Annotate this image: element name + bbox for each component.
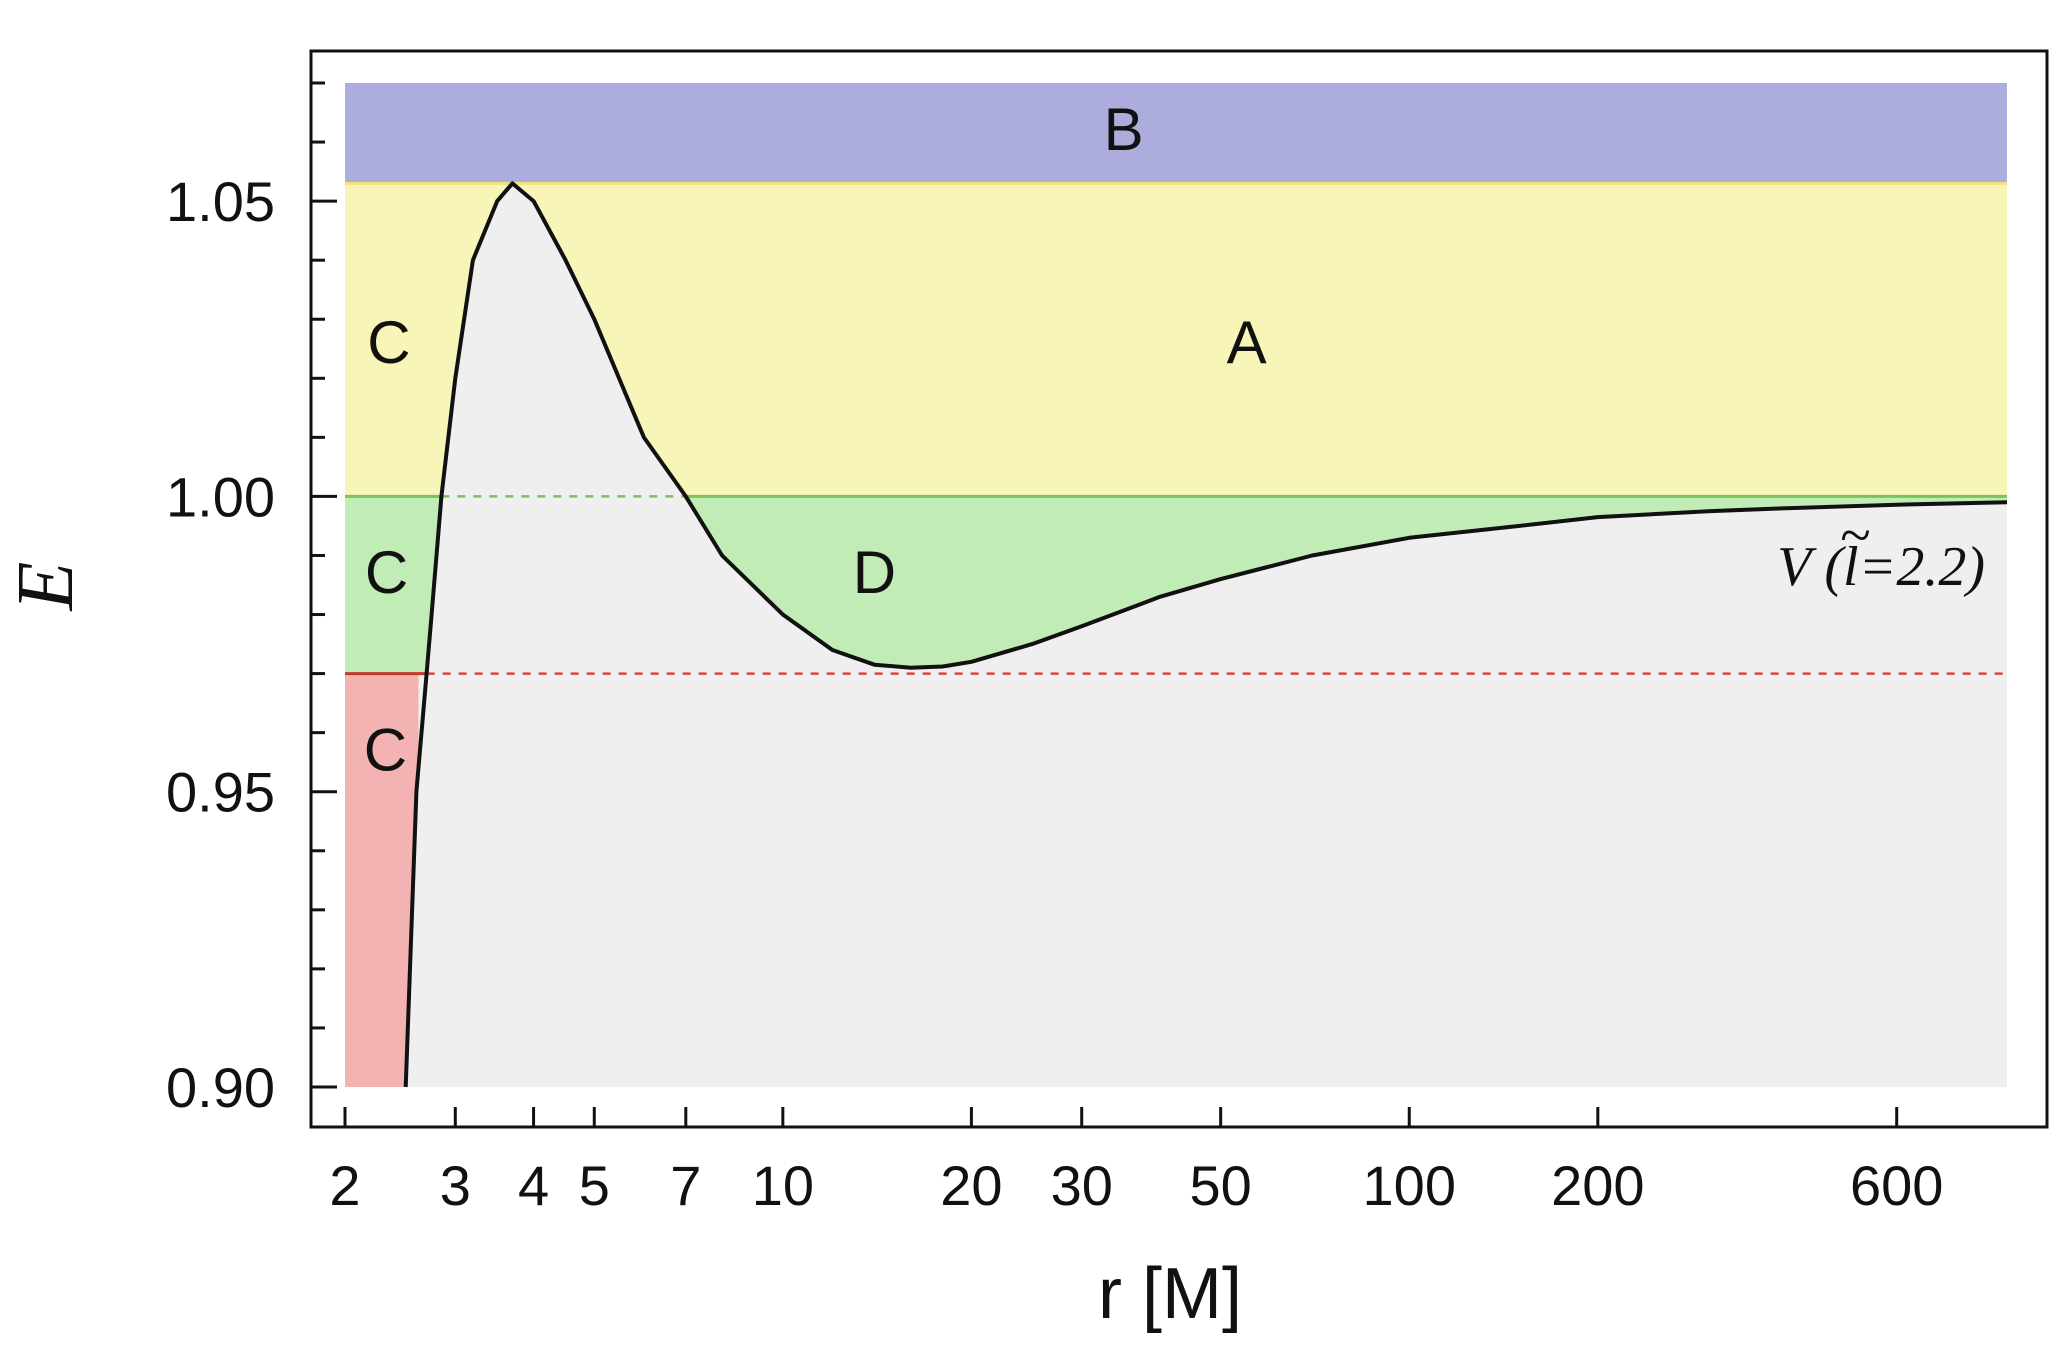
curve-label-prefix: V ( <box>1777 536 1846 598</box>
x-tick-label: 2 <box>329 1154 360 1217</box>
x-tick-label: 200 <box>1551 1154 1644 1217</box>
curve-label-suffix: =2.2) <box>1859 536 1985 598</box>
x-tick-label: 100 <box>1363 1154 1456 1217</box>
y-tick-label: 0.95 <box>166 761 275 824</box>
x-tick-label: 10 <box>752 1154 814 1217</box>
region-fills <box>345 83 2007 1087</box>
region-label-d-5: D <box>853 539 896 606</box>
x-tick-label: 30 <box>1051 1154 1113 1217</box>
reference-lines <box>345 181 2007 676</box>
potential-curve <box>403 181 2008 1088</box>
lower-gray-fill <box>418 673 2007 1087</box>
region-labels: A B C C C D <box>364 96 1267 783</box>
region-label-c-3: C <box>365 539 408 606</box>
curve-label-symbol: l <box>1843 536 1859 598</box>
x-tick-label: 50 <box>1190 1154 1252 1217</box>
x-tick-label: 4 <box>518 1154 549 1217</box>
x-axis-label: r [M] <box>1098 1254 1242 1334</box>
curve-label: V (l=2.2) <box>1777 536 1985 598</box>
region-label-a-0: A <box>1227 309 1267 376</box>
curve-label-tilde: ~ <box>1840 505 1870 567</box>
x-tick-label: 5 <box>579 1154 610 1217</box>
region-label-b-1: B <box>1104 96 1144 163</box>
y-tick-label: 1.05 <box>166 170 275 233</box>
x-tick-label: 7 <box>670 1154 701 1217</box>
plot-frame <box>309 49 2049 1129</box>
y-tick-label: 0.90 <box>166 1056 275 1119</box>
y-tick-label: 1.00 <box>166 465 275 528</box>
axes: 0.90 0.95 1.00 1.05 2 3 4 5 7 10 20 30 50 100 200 600 <box>166 49 2049 1217</box>
x-tick-label: 20 <box>940 1154 1002 1217</box>
curve-layer <box>403 181 2008 1088</box>
region-b-fill <box>345 83 2007 184</box>
y-axis-label: E <box>2 562 90 612</box>
x-tick-label: 600 <box>1850 1154 1943 1217</box>
x-tick-label: 3 <box>440 1154 471 1217</box>
region-label-c-4: C <box>364 716 407 783</box>
region-label-c-2: C <box>367 309 410 376</box>
